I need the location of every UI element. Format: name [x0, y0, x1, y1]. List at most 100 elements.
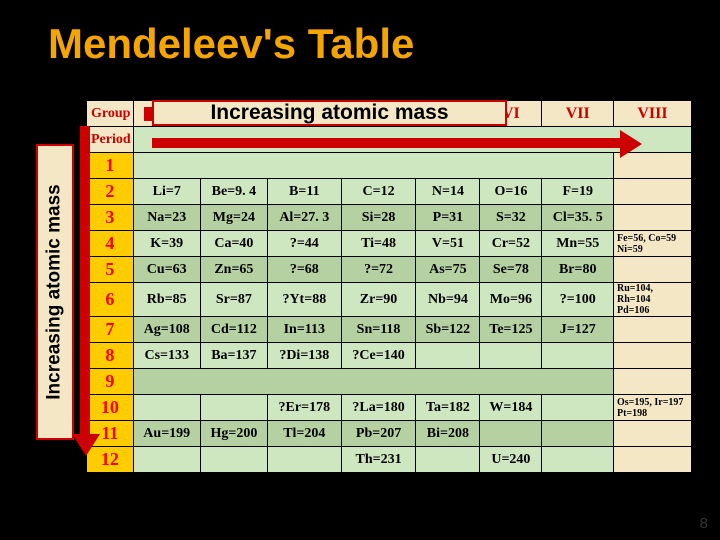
- horizontal-arrow-label: Increasing atomic mass: [152, 100, 507, 126]
- element-cell: Cl=35. 5: [542, 205, 614, 231]
- notes-cell: [614, 257, 692, 283]
- element-cell: K=39: [133, 231, 200, 257]
- element-cell: ?=68: [267, 257, 341, 283]
- element-cell: Zn=65: [200, 257, 267, 283]
- element-cell: F=19: [542, 179, 614, 205]
- arrow-head-icon: [620, 130, 642, 158]
- notes-cell: [614, 317, 692, 343]
- notes-cell: [614, 343, 692, 369]
- element-cell: Nb=94: [416, 283, 480, 317]
- element-cell: Se=78: [480, 257, 542, 283]
- element-cell: V=51: [416, 231, 480, 257]
- table-row: 5 Cu=63 Zn=65 ?=68 ?=72 As=75 Se=78 Br=8…: [87, 257, 692, 283]
- notes-cell: [614, 179, 692, 205]
- notes-cell: [614, 369, 692, 395]
- element-cell: Sb=122: [416, 317, 480, 343]
- element-cell: Na=23: [133, 205, 200, 231]
- element-cell: Rb=85: [133, 283, 200, 317]
- group-header: VIII: [614, 101, 692, 127]
- element-cell: ?Di=138: [267, 343, 341, 369]
- element-cell: [416, 343, 480, 369]
- element-cell: [542, 447, 614, 473]
- element-cell: [200, 395, 267, 421]
- element-cell: [542, 343, 614, 369]
- table-row: 12 Th=231 U=240: [87, 447, 692, 473]
- element-cell: Tl=204: [267, 421, 341, 447]
- element-cell: Cs=133: [133, 343, 200, 369]
- element-cell: P=31: [416, 205, 480, 231]
- table-row: 10 ?Er=178 ?La=180 Ta=182 W=184 Os=195, …: [87, 395, 692, 421]
- vertical-arrow-box: Increasing atomic mass: [36, 144, 74, 440]
- element-cell: J=127: [542, 317, 614, 343]
- notes-cell: [614, 205, 692, 231]
- element-cell: S=32: [480, 205, 542, 231]
- element-cell: B=11: [267, 179, 341, 205]
- element-cell: [542, 395, 614, 421]
- table-row: 2 Li=7 Be=9. 4 B=11 C=12 N=14 O=16 F=19: [87, 179, 692, 205]
- arrow-shaft: [152, 138, 622, 148]
- element-cell: U=240: [480, 447, 542, 473]
- element-cell: In=113: [267, 317, 341, 343]
- element-cell: Al=27. 3: [267, 205, 341, 231]
- element-cell: Th=231: [341, 447, 416, 473]
- element-cell: [480, 421, 542, 447]
- element-cell: Ba=137: [200, 343, 267, 369]
- element-cell: ?Er=178: [267, 395, 341, 421]
- table-row: 4 K=39 Ca=40 ?=44 Ti=48 V=51 Cr=52 Mn=55…: [87, 231, 692, 257]
- element-cell: Bi=208: [416, 421, 480, 447]
- empty-cell: [133, 153, 613, 179]
- element-cell: ?Yt=88: [267, 283, 341, 317]
- element-cell: ?=100: [542, 283, 614, 317]
- element-cell: Hg=200: [200, 421, 267, 447]
- element-cell: ?La=180: [341, 395, 416, 421]
- element-cell: As=75: [416, 257, 480, 283]
- element-cell: Ag=108: [133, 317, 200, 343]
- notes-cell: [614, 447, 692, 473]
- element-cell: Pb=207: [341, 421, 416, 447]
- element-cell: C=12: [341, 179, 416, 205]
- element-cell: [133, 447, 200, 473]
- element-cell: Ti=48: [341, 231, 416, 257]
- periodic-table: Group I II III IV V VI VII VIII Period 1…: [86, 100, 692, 473]
- element-cell: O=16: [480, 179, 542, 205]
- element-cell: ?=72: [341, 257, 416, 283]
- element-cell: Be=9. 4: [200, 179, 267, 205]
- arrow-head-icon: [72, 434, 100, 456]
- page-number: 8: [700, 515, 708, 532]
- element-cell: Ta=182: [416, 395, 480, 421]
- group-header: VII: [542, 101, 614, 127]
- table-row: 8 Cs=133 Ba=137 ?Di=138 ?Ce=140: [87, 343, 692, 369]
- table-row: 11 Au=199 Hg=200 Tl=204 Pb=207 Bi=208: [87, 421, 692, 447]
- element-cell: Zr=90: [341, 283, 416, 317]
- element-cell: [133, 395, 200, 421]
- group-label: Group: [87, 101, 134, 127]
- notes-cell: Ru=104, Rh=104Pd=106: [614, 283, 692, 317]
- element-cell: Ca=40: [200, 231, 267, 257]
- element-cell: Au=199: [133, 421, 200, 447]
- element-cell: Br=80: [542, 257, 614, 283]
- element-cell: Cr=52: [480, 231, 542, 257]
- element-cell: Te=125: [480, 317, 542, 343]
- element-cell: Mg=24: [200, 205, 267, 231]
- element-cell: [267, 447, 341, 473]
- table-row: 6 Rb=85 Sr=87 ?Yt=88 Zr=90 Nb=94 Mo=96 ?…: [87, 283, 692, 317]
- notes-cell: Os=195, Ir=197Pt=198: [614, 395, 692, 421]
- element-cell: [542, 421, 614, 447]
- horizontal-arrow: Increasing atomic mass: [152, 100, 552, 130]
- element-cell: [480, 343, 542, 369]
- vertical-arrow: Increasing atomic mass: [40, 126, 94, 466]
- element-cell: Mn=55: [542, 231, 614, 257]
- table-row: 3 Na=23 Mg=24 Al=27. 3 Si=28 P=31 S=32 C…: [87, 205, 692, 231]
- table-row: 7 Ag=108 Cd=112 In=113 Sn=118 Sb=122 Te=…: [87, 317, 692, 343]
- mendeleev-table: Group I II III IV V VI VII VIII Period 1…: [86, 100, 692, 473]
- page-title: Mendeleev's Table: [0, 0, 720, 78]
- element-cell: [416, 447, 480, 473]
- element-cell: ?Ce=140: [341, 343, 416, 369]
- notes-cell: Fe=56, Co=59Ni=59: [614, 231, 692, 257]
- notes-cell: [614, 421, 692, 447]
- element-cell: N=14: [416, 179, 480, 205]
- element-cell: ?=44: [267, 231, 341, 257]
- element-cell: Cd=112: [200, 317, 267, 343]
- element-cell: Sr=87: [200, 283, 267, 317]
- element-cell: Si=28: [341, 205, 416, 231]
